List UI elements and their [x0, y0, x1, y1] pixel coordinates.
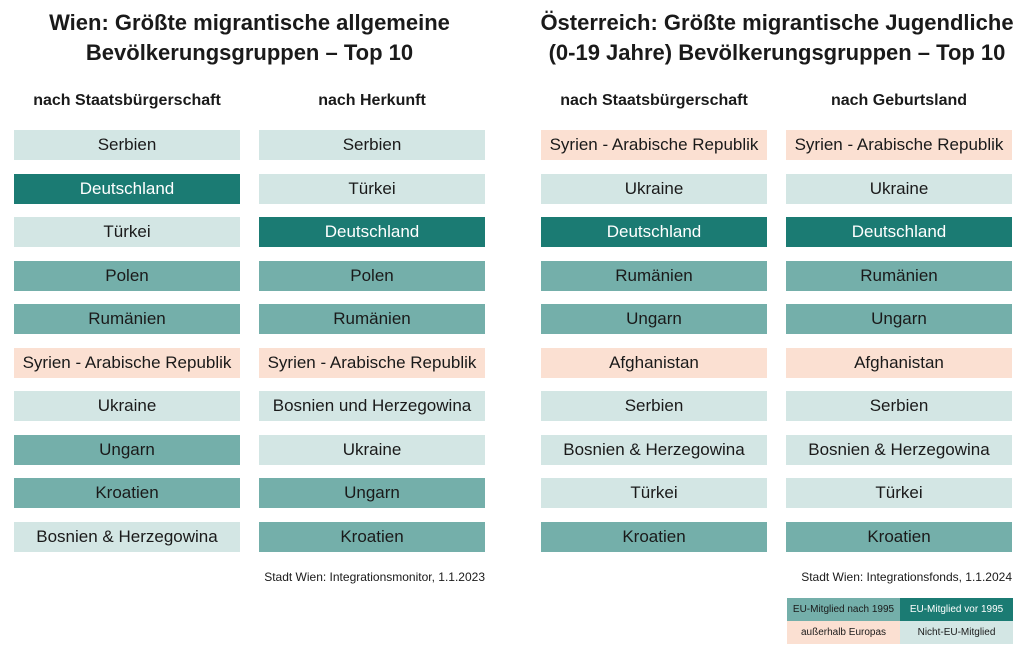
cell-wien-herkunft-7: Bosnien und Herzegowina [259, 391, 485, 421]
panel-title-wien: Wien: Größte migrantische allgemeine Bev… [14, 8, 485, 68]
cell-oesterreich-staatsbuergerschaft-2: Ukraine [541, 174, 767, 204]
legend: EU-Mitglied nach 1995 EU-Mitglied vor 19… [787, 598, 1013, 644]
cell-wien-staatsbuergerschaft-10: Bosnien & Herzegowina [14, 522, 240, 552]
cell-wien-staatsbuergerschaft-2: Deutschland [14, 174, 240, 204]
cell-wien-staatsbuergerschaft-4: Polen [14, 261, 240, 291]
cell-oesterreich-staatsbuergerschaft-4: Rumänien [541, 261, 767, 291]
cell-wien-herkunft-8: Ukraine [259, 435, 485, 465]
panel-title-oesterreich-line1: Österreich: Größte migrantische Jugendli… [540, 10, 1014, 35]
cell-oesterreich-geburtsland-8: Bosnien & Herzegowina [786, 435, 1012, 465]
cell-oesterreich-staatsbuergerschaft-8: Bosnien & Herzegowina [541, 435, 767, 465]
legend-nicht-eu: Nicht-EU-Mitglied [900, 621, 1013, 644]
cell-wien-staatsbuergerschaft-1: Serbien [14, 130, 240, 160]
cell-oesterreich-staatsbuergerschaft-6: Afghanistan [541, 348, 767, 378]
panel-title-wien-line2: Bevölkerungsgruppen – Top 10 [85, 40, 414, 65]
source-oesterreich: Stadt Wien: Integrationsfonds, 1.1.2024 [801, 570, 1012, 584]
cell-oesterreich-staatsbuergerschaft-5: Ungarn [541, 304, 767, 334]
column-heading-oesterreich-geburtsland: nach Geburtsland [830, 92, 968, 109]
cell-wien-herkunft-1: Serbien [259, 130, 485, 160]
column-heading-wien-herkunft: nach Herkunft [318, 92, 426, 109]
cell-wien-herkunft-9: Ungarn [259, 478, 485, 508]
cell-wien-staatsbuergerschaft-8: Ungarn [14, 435, 240, 465]
cell-oesterreich-geburtsland-9: Türkei [786, 478, 1012, 508]
cell-oesterreich-geburtsland-4: Rumänien [786, 261, 1012, 291]
cell-oesterreich-geburtsland-5: Ungarn [786, 304, 1012, 334]
cell-oesterreich-geburtsland-10: Kroatien [786, 522, 1012, 552]
cell-wien-staatsbuergerschaft-9: Kroatien [14, 478, 240, 508]
cell-wien-herkunft-6: Syrien - Arabische Republik [259, 348, 485, 378]
column-heading-oesterreich-staatsbuergerschaft: nach Staatsbürgerschaft [560, 92, 748, 109]
legend-eu-nach-1995: EU-Mitglied nach 1995 [787, 598, 900, 621]
cell-oesterreich-geburtsland-3: Deutschland [786, 217, 1012, 247]
cell-oesterreich-staatsbuergerschaft-1: Syrien - Arabische Republik [541, 130, 767, 160]
legend-eu-vor-1995: EU-Mitglied vor 1995 [900, 598, 1013, 621]
cell-oesterreich-geburtsland-6: Afghanistan [786, 348, 1012, 378]
column-heading-wien-staatsbuergerschaft: nach Staatsbürgerschaft [33, 92, 221, 109]
cell-wien-staatsbuergerschaft-5: Rumänien [14, 304, 240, 334]
cell-oesterreich-staatsbuergerschaft-7: Serbien [541, 391, 767, 421]
cell-oesterreich-geburtsland-7: Serbien [786, 391, 1012, 421]
cell-oesterreich-geburtsland-1: Syrien - Arabische Republik [786, 130, 1012, 160]
cell-wien-staatsbuergerschaft-3: Türkei [14, 217, 240, 247]
legend-ausserhalb-europas: außerhalb Europas [787, 621, 900, 644]
cell-oesterreich-staatsbuergerschaft-10: Kroatien [541, 522, 767, 552]
cell-oesterreich-staatsbuergerschaft-3: Deutschland [541, 217, 767, 247]
cell-wien-herkunft-10: Kroatien [259, 522, 485, 552]
panel-title-oesterreich: Österreich: Größte migrantische Jugendli… [530, 8, 1024, 68]
cell-wien-herkunft-3: Deutschland [259, 217, 485, 247]
cell-oesterreich-geburtsland-2: Ukraine [786, 174, 1012, 204]
cell-wien-herkunft-5: Rumänien [259, 304, 485, 334]
cell-wien-herkunft-4: Polen [259, 261, 485, 291]
panel-title-wien-line1: Wien: Größte migrantische allgemeine [49, 10, 450, 35]
cell-wien-staatsbuergerschaft-7: Ukraine [14, 391, 240, 421]
panel-title-oesterreich-line2: (0-19 Jahre) Bevölkerungsgruppen – Top 1… [548, 40, 1006, 65]
cell-wien-herkunft-2: Türkei [259, 174, 485, 204]
source-wien: Stadt Wien: Integrationsmonitor, 1.1.202… [264, 570, 485, 584]
cell-oesterreich-staatsbuergerschaft-9: Türkei [541, 478, 767, 508]
cell-wien-staatsbuergerschaft-6: Syrien - Arabische Republik [14, 348, 240, 378]
